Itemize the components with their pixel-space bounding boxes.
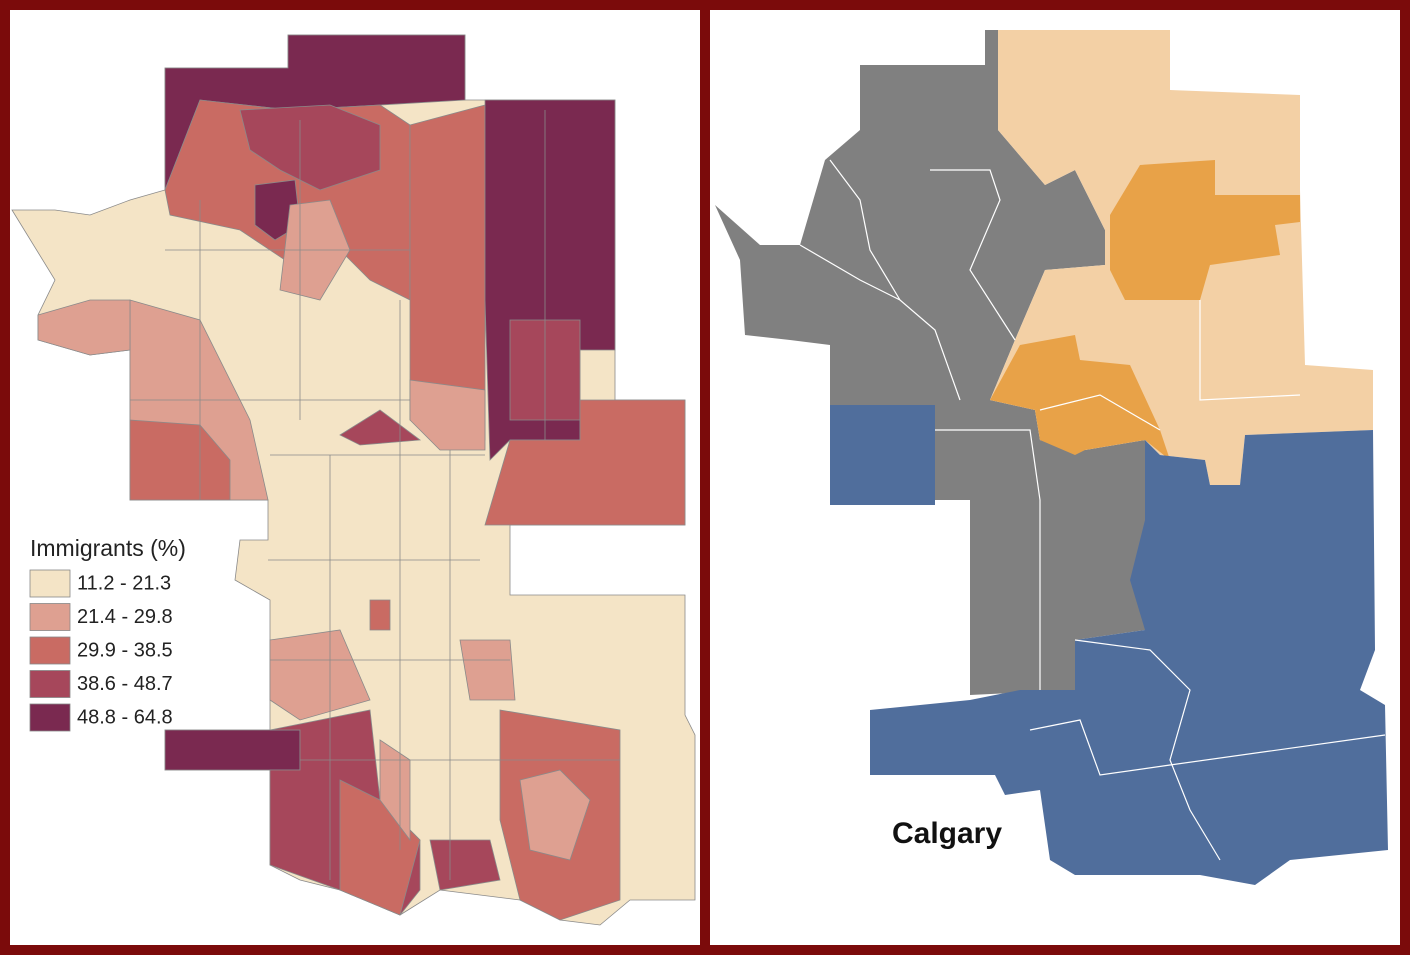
region — [164, 729, 301, 771]
legend-swatch — [29, 603, 71, 631]
region — [459, 639, 516, 701]
legend-label: 38.6 - 48.7 — [77, 673, 173, 695]
region — [484, 399, 686, 526]
legend-label: 11.2 - 21.3 — [77, 572, 171, 594]
legend-swatch — [29, 636, 71, 665]
legend-swatch — [29, 569, 71, 598]
region — [239, 104, 381, 191]
legend-label: 29.9 - 38.5 — [77, 639, 173, 661]
region — [369, 599, 391, 631]
legend-swatch — [29, 670, 71, 698]
region — [129, 419, 231, 501]
district-orange — [990, 335, 1170, 460]
immigrant-map — [11, 34, 696, 926]
legend-label: 21.4 - 29.8 — [77, 606, 173, 628]
legend-swatch — [29, 703, 71, 732]
legend: 11.2 - 21.3 21.4 - 29.8 29.9 - 38.5 38.6 - … — [29, 569, 173, 732]
legend-label: 48.8 - 64.8 — [77, 706, 173, 728]
region — [269, 629, 371, 721]
map-label: Calgary — [892, 817, 1002, 850]
district-blue — [830, 405, 935, 505]
district-gray — [715, 30, 1145, 695]
region — [409, 379, 486, 451]
region — [339, 779, 421, 916]
region — [519, 769, 591, 861]
region — [429, 839, 501, 891]
district-orange — [1110, 160, 1300, 300]
district-blue — [870, 430, 1388, 885]
district-map — [715, 30, 1388, 885]
region — [37, 299, 131, 356]
legend-title: Immigrants (%) — [30, 535, 186, 561]
